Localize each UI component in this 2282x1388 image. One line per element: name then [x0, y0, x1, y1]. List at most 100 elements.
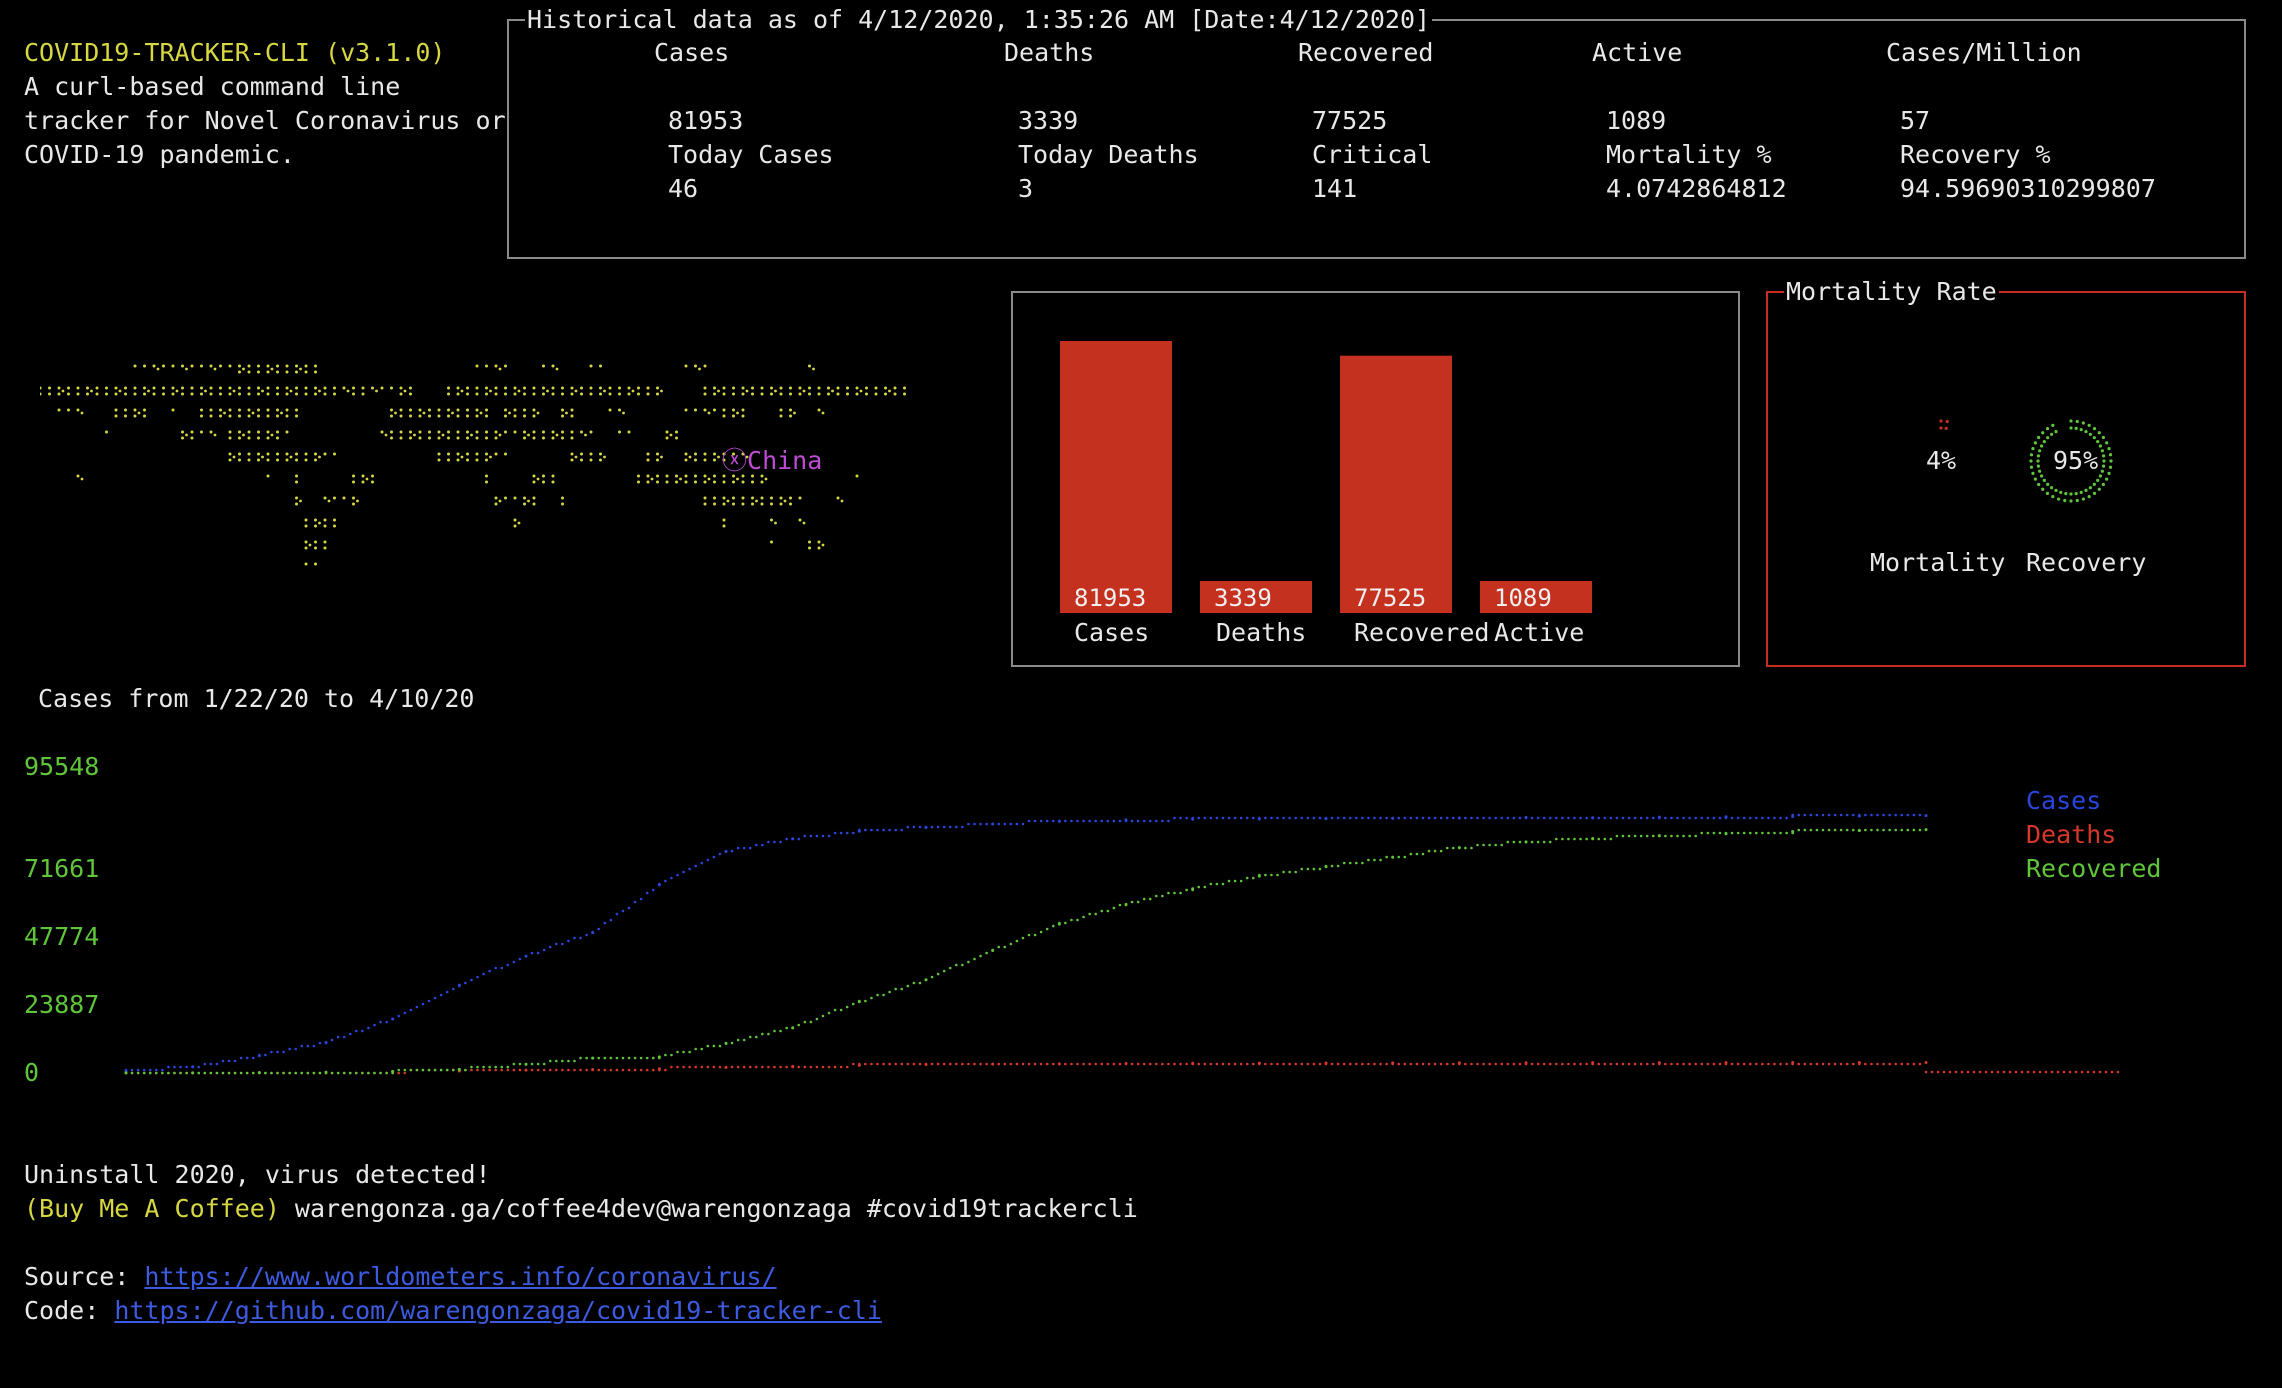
header-cases: Cases — [654, 38, 730, 67]
circled-x-icon: ⓧ — [722, 446, 748, 475]
world-map — [40, 364, 906, 566]
point-recovered-24 — [1724, 832, 1728, 836]
source-label: Source: — [24, 1262, 145, 1291]
point-cases-20 — [1457, 816, 1461, 820]
bar-cases — [1060, 341, 1172, 613]
point-deaths-7 — [591, 1068, 595, 1072]
bar-label-deaths: Deaths — [1216, 618, 1306, 647]
point-recovered-0 — [124, 1071, 128, 1075]
bar-value-deaths: 3339 — [1214, 584, 1272, 612]
header-cases-per-million: Cases/Million — [1886, 38, 2082, 67]
point-recovered-6 — [524, 1062, 528, 1066]
point-recovered-22 — [1591, 836, 1595, 840]
map-marker-china: ⓧChina — [722, 444, 822, 478]
bar-value-recovered: 77525 — [1354, 584, 1426, 612]
point-recovered-5 — [457, 1067, 461, 1071]
point-cases-14 — [1057, 819, 1061, 823]
series-recovered — [124, 828, 1922, 1075]
point-cases-16 — [1191, 817, 1195, 821]
y-tick-47774: 47774 — [24, 922, 100, 951]
bar-recovered — [1340, 355, 1452, 613]
bar-deaths — [1200, 581, 1312, 613]
footer-code-line: Code: https://github.com/warengonzaga/co… — [24, 1294, 882, 1328]
legend-deaths: Deaths — [2026, 820, 2117, 849]
value-cases: 81953 — [668, 106, 744, 135]
point-recovered-8 — [657, 1055, 661, 1059]
point-cases-27 — [1924, 814, 1928, 818]
mortality-percent: 4% — [1926, 446, 1957, 475]
point-recovered-7 — [591, 1056, 595, 1060]
point-cases-13 — [991, 822, 995, 826]
point-deaths-24 — [1724, 1061, 1728, 1065]
bar-value-cases: 81953 — [1074, 584, 1146, 612]
mortality-rate-title: Mortality Rate — [1784, 275, 1999, 309]
header-recovered: Recovered — [1298, 38, 1434, 67]
legend-recovered: Recovered — [2026, 854, 2162, 883]
value-today-deaths: 3 — [1018, 174, 1034, 203]
point-deaths-21 — [1524, 1061, 1528, 1065]
point-recovered-20 — [1457, 846, 1461, 850]
point-deaths-8 — [657, 1067, 661, 1071]
point-cases-21 — [1524, 815, 1528, 819]
point-cases-19 — [1391, 816, 1395, 820]
source-link[interactable]: https://www.worldometers.info/coronaviru… — [144, 1262, 777, 1291]
y-tick-0: 0 — [24, 1058, 40, 1087]
mortality-label: Mortality — [1870, 548, 2006, 577]
point-recovered-18 — [1324, 865, 1328, 869]
point-deaths-14 — [1057, 1062, 1061, 1066]
header-today-deaths: Today Deaths — [1018, 140, 1199, 169]
point-deaths-15 — [1124, 1062, 1128, 1066]
point-recovered-4 — [391, 1070, 395, 1074]
code-label: Code: — [24, 1296, 115, 1325]
bar-label-recovered: Recovered — [1354, 618, 1489, 647]
header-mortality-pct: Mortality % — [1606, 140, 1772, 169]
series-deaths — [124, 1062, 1922, 1075]
footer-coffee-line: (Buy Me A Coffee) warengonza.ga/coffee4d… — [24, 1192, 1138, 1226]
point-recovered-1 — [191, 1071, 195, 1075]
point-recovered-19 — [1391, 855, 1395, 859]
point-recovered-14 — [1057, 922, 1061, 926]
point-cases-25 — [1791, 814, 1795, 818]
point-deaths-13 — [991, 1062, 995, 1066]
point-cases-7 — [591, 931, 595, 935]
point-deaths-26 — [1857, 1061, 1861, 1065]
footer-tagline: Uninstall 2020, virus detected! — [24, 1160, 491, 1189]
value-critical: 141 — [1312, 174, 1358, 203]
point-deaths-23 — [1657, 1061, 1661, 1065]
point-deaths-22 — [1591, 1061, 1595, 1065]
point-deaths-17 — [1257, 1061, 1261, 1065]
point-cases-10 — [791, 837, 795, 841]
point-cases-11 — [857, 829, 861, 833]
point-recovered-16 — [1191, 887, 1195, 891]
point-recovered-23 — [1657, 834, 1661, 838]
historical-data-title: Historical data as of 4/12/2020, 1:35:26… — [525, 3, 1433, 37]
point-deaths-9 — [724, 1065, 728, 1069]
point-cases-1 — [191, 1065, 195, 1069]
point-cases-24 — [1724, 815, 1728, 819]
point-cases-22 — [1591, 816, 1595, 820]
point-deaths-16 — [1191, 1061, 1195, 1065]
series-cases — [124, 813, 1922, 1072]
y-tick-71661: 71661 — [24, 854, 100, 883]
header-today-cases: Today Cases — [668, 140, 834, 169]
value-deaths: 3339 — [1018, 106, 1079, 135]
value-today-cases: 46 — [668, 174, 699, 203]
y-tick-95548: 95548 — [24, 752, 100, 781]
point-deaths-11 — [857, 1063, 861, 1067]
point-cases-26 — [1857, 814, 1861, 818]
recovery-label: Recovery — [2026, 548, 2147, 577]
deaths-baseline-extension — [1924, 1070, 2120, 1074]
coffee-label: (Buy Me A Coffee) — [24, 1194, 280, 1223]
code-link[interactable]: https://github.com/warengonzaga/covid19-… — [114, 1296, 882, 1325]
header-recovery-pct: Recovery % — [1900, 140, 2051, 169]
point-cases-17 — [1257, 817, 1261, 821]
point-deaths-27 — [1924, 1061, 1928, 1065]
line-chart — [124, 813, 2120, 1075]
point-recovered-21 — [1524, 840, 1528, 844]
bar-active — [1480, 581, 1592, 613]
point-deaths-10 — [791, 1064, 795, 1068]
app-description-line-2: tracker for Novel Coronavirus or — [24, 106, 506, 135]
point-recovered-27 — [1924, 828, 1928, 832]
value-mortality-pct: 4.0742864812 — [1606, 174, 1787, 203]
